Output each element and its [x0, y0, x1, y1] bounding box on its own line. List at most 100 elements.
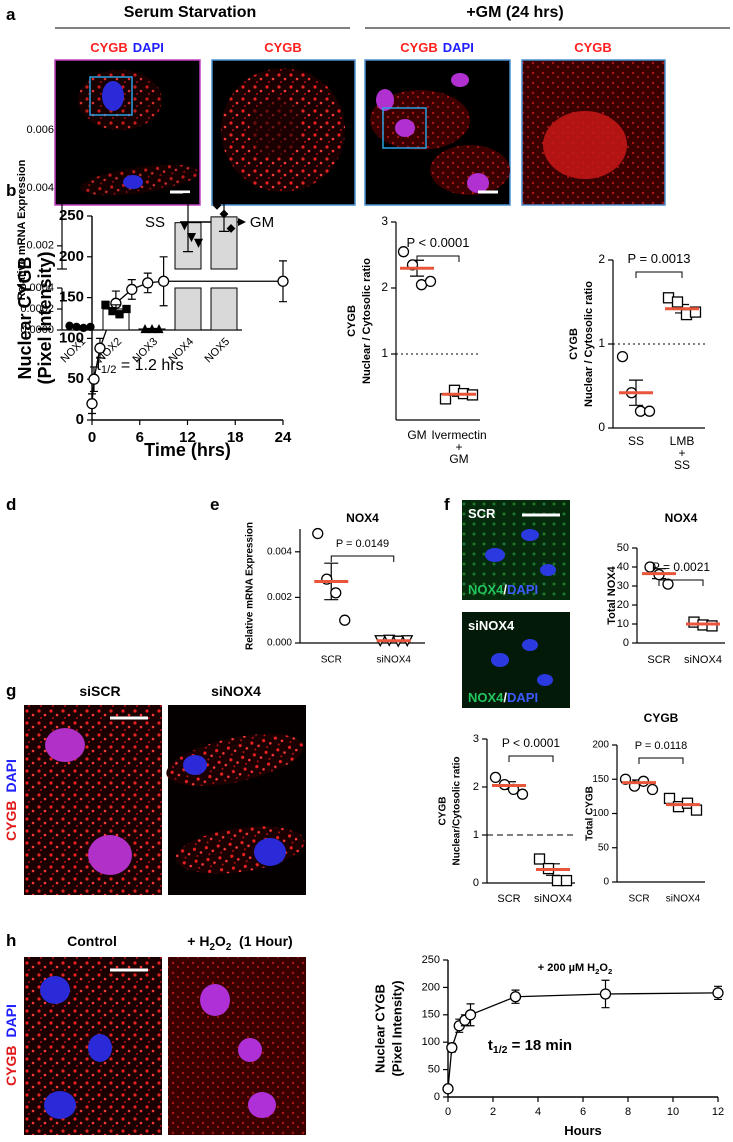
bar	[210, 287, 238, 331]
nucleus	[123, 175, 143, 189]
x-axis-label: Time (hrs)	[144, 440, 231, 460]
chart: 0 50 100 150 200 250 0 2 4 6 8 10 12 Hours Nuclear CYG…	[372, 954, 724, 1138]
arrow-head	[238, 218, 246, 226]
y-tick-label: 3	[381, 214, 388, 228]
nucleus	[249, 98, 301, 158]
image-label: siNOX4	[211, 683, 261, 699]
y-axis-label: Nuclear / Cytosolic ratio	[361, 258, 373, 384]
chart-title: NOX4	[665, 511, 698, 525]
p-value: P < 0.0001	[502, 736, 560, 750]
nucleus	[88, 835, 132, 875]
y-tick-label: 2	[381, 280, 388, 294]
x-tick-label: 6	[580, 1106, 586, 1118]
point	[330, 587, 342, 599]
y-tick-label: 50	[67, 370, 84, 387]
y-tick-label: 50	[617, 542, 629, 554]
annotation: SS	[145, 214, 165, 231]
point	[140, 323, 150, 334]
cell	[370, 90, 470, 150]
y-axis-label: CYGB	[346, 305, 358, 337]
point	[339, 614, 351, 626]
text-part: CYGB	[574, 40, 612, 55]
nucleus	[543, 111, 627, 179]
nucleus	[238, 1038, 262, 1062]
point	[706, 620, 718, 632]
y-tick-label: 0.0000	[20, 324, 54, 336]
nucleus	[537, 674, 553, 686]
y-tick-label: 0.002	[267, 592, 292, 603]
y-tick-label: 0	[603, 877, 609, 888]
micrograph	[54, 59, 201, 206]
x-tick-label: 18	[227, 429, 244, 446]
x-tick-label: SCR	[628, 894, 649, 905]
panel-letter: d	[6, 495, 16, 514]
chart: 0 10 20 30 40 50 Total NOX4 NOX4 SCR siNOX4 P = 0.…	[606, 511, 725, 666]
point	[599, 988, 612, 1000]
x-tick-label: SCR	[497, 893, 520, 905]
y-axis-label: Total CYGB	[585, 786, 596, 841]
image-label: CYGB	[264, 40, 302, 55]
point	[446, 1042, 458, 1054]
image-label: CYGB DAPI	[400, 40, 474, 55]
point	[94, 342, 106, 354]
y-tick-label: 3	[473, 733, 479, 745]
point	[65, 321, 74, 330]
text-part: 2	[608, 967, 612, 976]
point	[424, 275, 437, 288]
point	[277, 275, 289, 287]
text-part: (1 Hour)	[231, 933, 292, 949]
x-tick-label: GM	[407, 428, 426, 442]
point	[126, 283, 138, 296]
panel-letter: a	[6, 5, 16, 24]
y-tick-label: 2	[473, 781, 479, 793]
point	[662, 578, 674, 590]
p-value: P = 0.0021	[652, 560, 710, 574]
point	[154, 323, 164, 334]
chart-title: NOX4	[346, 511, 379, 525]
significance-bracket	[638, 757, 684, 764]
text-part: DAPI	[507, 690, 538, 705]
image-label: CYGB DAPI	[90, 40, 164, 55]
y-tick-label: 0.004	[267, 546, 292, 557]
x-tick-label: SS	[674, 458, 690, 472]
micrograph	[211, 59, 356, 206]
significance-bracket	[635, 271, 683, 278]
point	[86, 322, 95, 332]
point	[560, 874, 573, 887]
y-tick-label: 0.006	[26, 124, 54, 136]
x-tick-label: 10	[667, 1106, 679, 1118]
nucleus	[248, 1092, 276, 1118]
x-tick-label: siNOX4	[377, 655, 412, 666]
x-axis-label: Hours	[564, 1123, 602, 1138]
x-tick-label: siNOX4	[684, 654, 722, 666]
nucleus	[521, 529, 539, 541]
image-frame	[462, 500, 570, 600]
y-tick-label: 2	[598, 252, 605, 266]
micrograph	[364, 59, 511, 206]
stain-label: NOX4/DAPI	[468, 690, 538, 705]
text-part: 1/2	[101, 364, 117, 376]
y-tick-label: 200	[422, 981, 440, 993]
y-axis-label: (Pixel Intensity)	[389, 980, 404, 1076]
cell	[430, 145, 510, 195]
bar	[174, 287, 202, 331]
point	[122, 304, 131, 314]
point	[442, 1083, 454, 1095]
text-part: = 1.2 hrs	[116, 357, 183, 374]
text-part: DAPI	[507, 582, 538, 597]
image-label: SCR	[468, 506, 496, 521]
point	[226, 224, 236, 233]
annotation: t1/2 = 18 min	[488, 1037, 572, 1056]
y-tick-label: 20	[617, 599, 629, 611]
side-label: CYGB DAPI	[3, 759, 19, 841]
y-tick-label: 0	[473, 877, 479, 889]
y-axis-label: Total NOX4	[606, 565, 618, 624]
stain-label: NOX4/DAPI	[468, 582, 538, 597]
text-part: SS	[145, 214, 165, 231]
side-label: CYGB DAPI	[3, 1004, 19, 1086]
micrograph	[24, 705, 162, 895]
y-tick-label: 0.0004	[20, 282, 54, 294]
y-axis-label: Nuclear CYGB	[372, 984, 387, 1073]
text-part: O	[599, 962, 608, 974]
